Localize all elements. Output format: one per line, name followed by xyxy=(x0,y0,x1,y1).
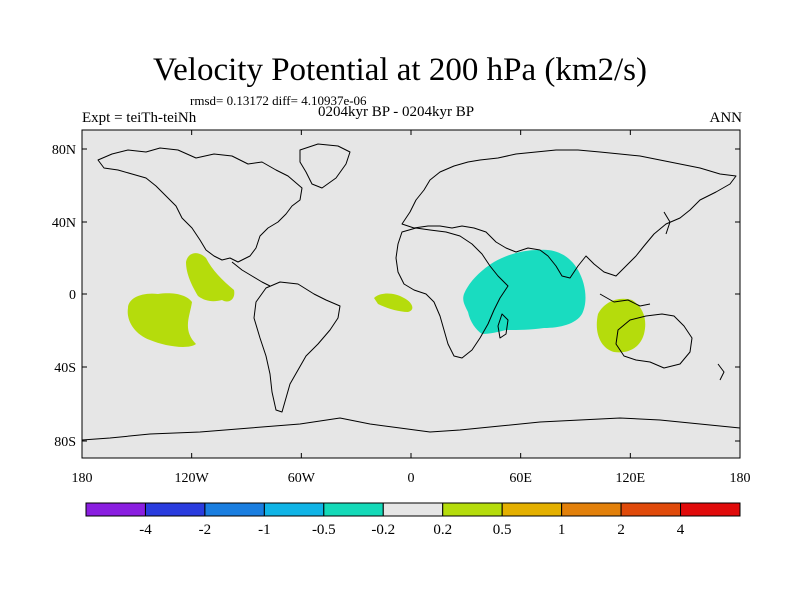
y-tick-label: 40S xyxy=(54,361,76,376)
x-tick-label: 180 xyxy=(730,471,751,486)
x-tick-label: 60W xyxy=(288,471,316,486)
colorbar-swatch xyxy=(85,502,146,517)
colorbar-label: -0.5 xyxy=(312,522,336,538)
colorbar-swatch xyxy=(144,502,206,517)
coastline-south-america xyxy=(253,281,341,413)
x-tick-label: 120W xyxy=(175,471,210,486)
colorbar-swatch xyxy=(323,502,384,517)
coastline-africa xyxy=(395,227,509,359)
colorbar-label: -2 xyxy=(199,522,212,538)
anomaly-patch-atlantic xyxy=(374,293,413,312)
colorbar: -4 -2 -1 -0.5 -0.2 0.2 0.5 1 2 4 xyxy=(85,502,741,538)
period-label: 0204kyr BP - 0204kyr BP xyxy=(318,104,475,120)
coastline-new-zealand xyxy=(717,363,725,381)
y-tick-label: 40N xyxy=(52,216,76,231)
x-tick-label: 180 xyxy=(72,471,93,486)
positive-anomalies xyxy=(127,253,646,353)
chart-title: Velocity Potential at 200 hPa (km2/s) xyxy=(152,52,648,88)
colorbar-label: 0.5 xyxy=(493,522,512,538)
colorbar-label: 0.2 xyxy=(433,522,452,538)
colorbar-swatch xyxy=(680,502,741,517)
y-tick-label: 80N xyxy=(52,143,76,158)
y-tick-label: 80S xyxy=(54,435,76,450)
coastline-antarctica xyxy=(81,417,741,441)
coastline-greenland xyxy=(299,143,351,189)
map-y-axis: 80N 40N 0 40S 80S xyxy=(52,143,740,450)
colorbar-swatch xyxy=(382,502,444,517)
coastline-north-america xyxy=(97,147,303,263)
colorbar-swatch xyxy=(263,502,325,517)
colorbar-label: 4 xyxy=(677,522,685,538)
experiment-label: Expt = teiTh-teiNh xyxy=(82,110,197,126)
colorbar-swatch xyxy=(501,502,563,517)
colorbar-label: 2 xyxy=(617,522,625,538)
coastline-indonesia xyxy=(599,293,651,307)
coastline-madagascar xyxy=(497,313,509,339)
coastline-australia xyxy=(615,313,693,369)
x-tick-label: 0 xyxy=(408,471,415,486)
anomaly-patch-east-pacific xyxy=(186,253,235,302)
stats-line: rmsd= 0.13172 diff= 4.10937e-06 xyxy=(190,93,367,108)
anomaly-patch-central-pacific xyxy=(127,293,196,347)
colorbar-swatch xyxy=(442,502,503,517)
coastline-japan xyxy=(663,211,671,235)
y-tick-label: 0 xyxy=(69,288,76,303)
colorbar-label: -1 xyxy=(258,522,271,538)
anomaly-patch-maritime xyxy=(596,298,646,353)
coastlines xyxy=(81,143,741,441)
season-label: ANN xyxy=(709,110,743,126)
map-x-axis: 180 120W 60W 0 60E 120E 180 xyxy=(72,130,751,486)
colorbar-label: -0.2 xyxy=(371,522,395,538)
colorbar-label: -4 xyxy=(139,522,152,538)
x-tick-label: 60E xyxy=(509,471,532,486)
map-background xyxy=(82,130,740,458)
coastline-central-america xyxy=(231,261,271,287)
coastline-europe-asia xyxy=(401,149,737,279)
colorbar-label: 1 xyxy=(558,522,566,538)
colorbar-swatch xyxy=(561,502,622,517)
colorbar-swatch xyxy=(204,502,265,517)
x-tick-label: 120E xyxy=(616,471,646,486)
colorbar-swatch xyxy=(620,502,682,517)
